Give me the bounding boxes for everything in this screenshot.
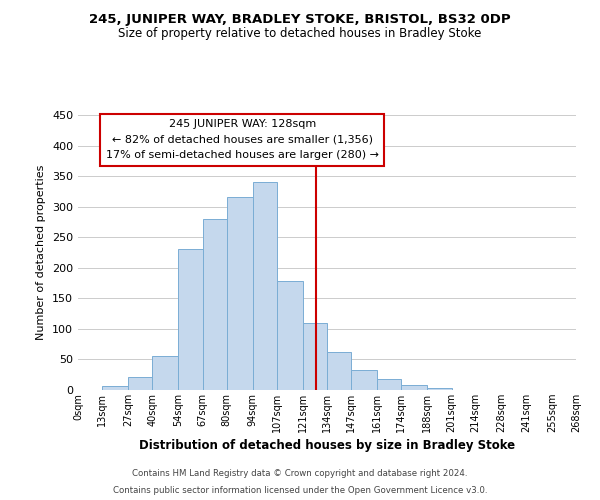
Bar [128,376,152,390]
Bar [351,370,377,390]
Bar [227,198,253,390]
Bar [303,323,327,390]
Bar [178,250,203,390]
Bar [152,356,178,390]
Bar [102,386,128,390]
Bar [203,219,227,390]
Text: Size of property relative to detached houses in Bradley Stoke: Size of property relative to detached ho… [118,28,482,40]
Text: 245, JUNIPER WAY, BRADLEY STOKE, BRISTOL, BS32 0DP: 245, JUNIPER WAY, BRADLEY STOKE, BRISTOL… [89,12,511,26]
Bar [377,379,401,390]
Text: 245 JUNIPER WAY: 128sqm
← 82% of detached houses are smaller (1,356)
17% of semi: 245 JUNIPER WAY: 128sqm ← 82% of detache… [106,119,379,160]
Bar [401,385,427,390]
Bar [277,281,303,390]
X-axis label: Distribution of detached houses by size in Bradley Stoke: Distribution of detached houses by size … [139,439,515,452]
Text: Contains public sector information licensed under the Open Government Licence v3: Contains public sector information licen… [113,486,487,495]
Bar [253,182,277,390]
Text: Contains HM Land Registry data © Crown copyright and database right 2024.: Contains HM Land Registry data © Crown c… [132,468,468,477]
Y-axis label: Number of detached properties: Number of detached properties [37,165,46,340]
Bar [427,388,452,390]
Bar [327,352,351,390]
